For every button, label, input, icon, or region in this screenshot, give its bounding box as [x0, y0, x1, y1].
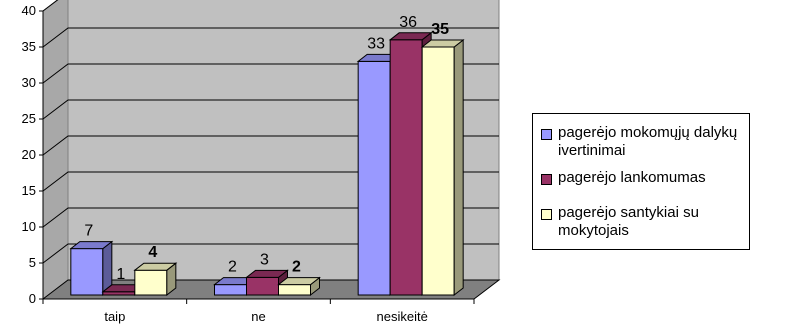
- bar-front: [389, 39, 423, 296]
- category-label: ne: [251, 309, 265, 324]
- y-tick-label: 0: [29, 291, 36, 306]
- data-label: 7: [84, 223, 93, 240]
- y-tick-label: 20: [22, 147, 36, 162]
- bar-front: [357, 60, 391, 296]
- data-label: 36: [399, 14, 417, 31]
- y-tick-label: 25: [22, 111, 36, 126]
- chart-side-wall: [42, 0, 69, 301]
- bar-front: [70, 248, 104, 296]
- bar-top: [133, 262, 178, 271]
- category-label: taip: [104, 309, 125, 324]
- gridline: [42, 99, 499, 120]
- gridline: [42, 63, 499, 84]
- legend-item-series-3: pagerėjo santykiai su mokytojais: [541, 204, 743, 240]
- y-tick-label: 5: [29, 255, 36, 270]
- data-label: 1: [116, 266, 125, 283]
- legend-label-series-2: pagerėjo lankomumas: [558, 169, 706, 186]
- gridline: [42, 171, 499, 192]
- bar-top: [420, 39, 465, 48]
- y-tick-label: 35: [22, 39, 36, 54]
- chart-legend: pagerėjo mokomųjų dalykų ivertinimai pag…: [532, 113, 750, 250]
- bar-top: [69, 241, 114, 250]
- data-label: 35: [431, 21, 449, 38]
- legend-item-series-1: pagerėjo mokomųjų dalykų ivertinimai: [541, 124, 743, 160]
- bar-front: [278, 284, 311, 296]
- data-label: 4: [148, 244, 157, 261]
- bar-front: [134, 269, 168, 296]
- bar-side: [453, 38, 464, 297]
- bar-top: [388, 32, 433, 41]
- legend-item-series-2: pagerėjo lankomumas: [541, 169, 743, 187]
- data-label: 2: [228, 259, 237, 276]
- legend-swatch-series-3: [541, 209, 552, 220]
- gridline: [42, 27, 499, 48]
- gridline: [42, 0, 59, 12]
- data-label: 3: [260, 251, 269, 268]
- legend-label-series-3: pagerėjo santykiai su mokytojais: [558, 204, 699, 239]
- bar-front: [246, 276, 279, 296]
- y-tick-label: 15: [22, 183, 36, 198]
- legend-label-series-1: pagerėjo mokomųjų dalykų ivertinimai: [558, 124, 738, 159]
- y-tick-label: 10: [22, 219, 36, 234]
- bar-top: [277, 277, 321, 286]
- y-tick-label: 40: [22, 3, 36, 18]
- gridline: [42, 207, 499, 228]
- gridline: [42, 243, 499, 264]
- bar-front: [421, 46, 455, 296]
- bar-front: [214, 284, 247, 296]
- gridline: [42, 135, 499, 156]
- data-label: 2: [292, 259, 301, 276]
- category-label: nesikeitė: [377, 309, 428, 324]
- data-label: 33: [367, 35, 385, 52]
- legend-swatch-series-1: [541, 129, 552, 140]
- bar-top: [245, 269, 289, 278]
- y-tick-label: 30: [22, 75, 36, 90]
- legend-swatch-series-2: [541, 174, 552, 185]
